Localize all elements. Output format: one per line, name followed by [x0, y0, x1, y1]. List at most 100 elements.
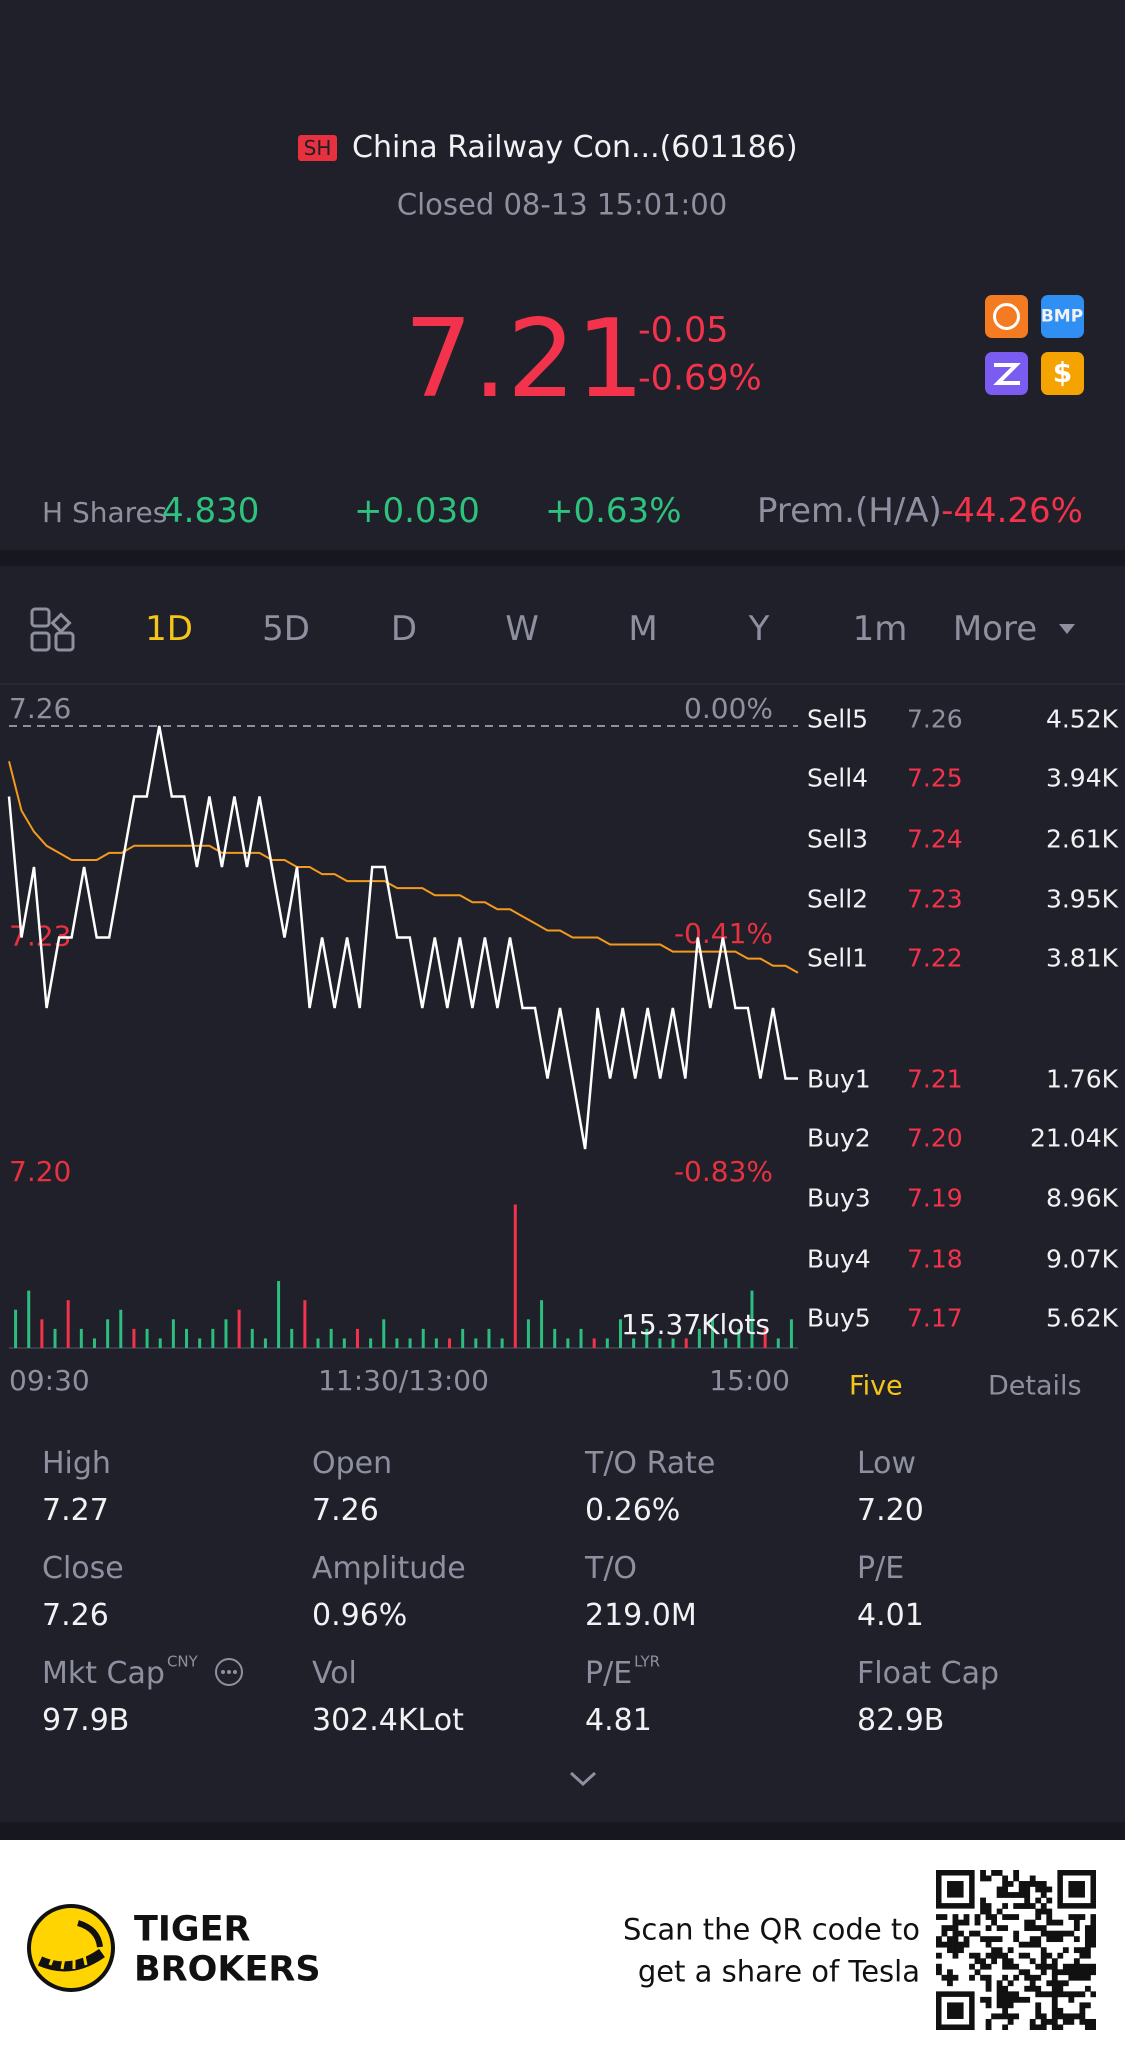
y2-tick-label: 0.00% [684, 692, 773, 725]
volume-bar [737, 1328, 741, 1348]
period-tab[interactable]: W [505, 609, 539, 649]
book-tab[interactable]: Five [849, 1370, 903, 1402]
period-tab[interactable]: M [628, 609, 658, 649]
volume-bar [684, 1338, 688, 1348]
h-shares-change-pct: +0.63% [545, 491, 682, 531]
volume-bar [474, 1338, 478, 1348]
volume-bar [369, 1338, 373, 1348]
volume-bar [763, 1328, 767, 1348]
volume-bar [632, 1338, 636, 1348]
volume-bar [250, 1328, 254, 1348]
premium-label: Prem.(H/A) [757, 491, 942, 531]
period-tab[interactable]: Y [748, 609, 770, 649]
book-price: 7.21 [907, 1064, 963, 1094]
volume-bar [658, 1338, 662, 1348]
price-change-pct: -0.69% [638, 358, 762, 399]
book-volume: 9.07K [1045, 1244, 1118, 1274]
volume-bar [92, 1338, 96, 1348]
book-label: Sell2 [807, 884, 869, 914]
badge-icon[interactable] [985, 295, 1028, 338]
volume-bar [66, 1300, 70, 1348]
volume-bar [513, 1204, 517, 1348]
dropdown-caret[interactable] [1057, 622, 1077, 636]
x-tick-label: 09:30 [9, 1364, 90, 1397]
badge-label[interactable]: BMP [1040, 306, 1084, 327]
stat-value: 97.9B [42, 1703, 130, 1738]
layout-icon[interactable] [30, 607, 76, 653]
volume-bar [14, 1309, 18, 1348]
volume-bar [618, 1319, 622, 1348]
book-price: 7.20 [907, 1123, 963, 1153]
book-price: 7.17 [907, 1303, 963, 1333]
book-label: Buy1 [807, 1064, 871, 1094]
volume-bar [224, 1319, 228, 1348]
price-line [7, 725, 798, 1150]
promo-text: Scan the QR code to [623, 1912, 920, 1947]
promo-text: get a share of Tesla [637, 1954, 920, 1989]
period-tab[interactable]: 1m [852, 609, 908, 649]
volume-bar [342, 1338, 346, 1348]
brand-logo [27, 1904, 115, 1992]
stat-value: 7.26 [42, 1598, 109, 1633]
volume-bar [750, 1290, 754, 1348]
book-label: Sell1 [807, 943, 869, 973]
divider [0, 550, 1125, 566]
badge-icon[interactable] [1041, 352, 1084, 395]
book-volume: 21.04K [1030, 1123, 1118, 1153]
h-shares-price: 4.830 [162, 491, 260, 531]
svg-text:$: $ [1053, 356, 1072, 389]
volume-bar [158, 1338, 162, 1348]
stock-name: China Railway Con...(601186) [352, 130, 798, 165]
period-tab[interactable]: More [952, 609, 1038, 649]
book-volume: 1.76K [1045, 1064, 1118, 1094]
book-label: Buy2 [807, 1123, 871, 1153]
period-tab[interactable]: D [390, 609, 418, 649]
volume-bar [211, 1328, 215, 1348]
stat-label: P/E [857, 1551, 905, 1586]
volume-bar [540, 1300, 544, 1348]
stat-value: 0.26% [585, 1493, 681, 1528]
volume-bar [605, 1338, 609, 1348]
y-tick-label: 7.26 [9, 692, 71, 725]
period-tab[interactable]: 5D [262, 609, 310, 649]
volume-bar [329, 1328, 333, 1348]
info-icon[interactable] [213, 1656, 245, 1688]
stat-label: High [42, 1446, 111, 1481]
stat-value: 7.20 [857, 1493, 924, 1528]
expand-chevron[interactable] [567, 1769, 599, 1789]
stat-label: P/E [585, 1656, 633, 1691]
volume-bar [487, 1328, 491, 1348]
volume-bar [408, 1338, 412, 1348]
brand-name: BROKERS [134, 1949, 321, 1990]
badge-icon[interactable] [1041, 295, 1084, 338]
volume-max-label: 15.37Klots [621, 1308, 770, 1341]
stat-value: 82.9B [857, 1703, 945, 1738]
volume-bar [277, 1281, 281, 1348]
stat-value: 7.27 [42, 1493, 109, 1528]
stat-value: 4.01 [857, 1598, 924, 1633]
stat-value: 7.26 [312, 1493, 379, 1528]
stat-value: 0.96% [312, 1598, 408, 1633]
volume-bar [303, 1300, 307, 1348]
book-price: 7.26 [907, 704, 963, 734]
x-tick-label: 15:00 [709, 1364, 790, 1397]
volume-bar [724, 1338, 728, 1348]
volume-bar [27, 1290, 31, 1348]
volume-bar [382, 1319, 386, 1348]
h-shares-label: H Shares [42, 496, 168, 529]
intraday-chart: 7.267.237.200.00%-0.41%-0.83%15.37Klots0… [7, 692, 799, 1397]
stat-label: Float Cap [857, 1656, 1000, 1691]
volume-bar [145, 1328, 149, 1348]
volume-bar [290, 1328, 294, 1348]
volume-bar [789, 1319, 793, 1348]
volume-bar [461, 1328, 465, 1348]
volume-bar [434, 1338, 438, 1348]
volume-bar [711, 1319, 715, 1348]
volume-bar [671, 1338, 675, 1348]
book-label: Sell4 [807, 763, 869, 793]
period-tab[interactable]: 1D [145, 609, 193, 649]
book-tab[interactable]: Details [988, 1370, 1082, 1402]
divider [0, 1822, 1125, 1840]
volume-bar [776, 1338, 780, 1348]
